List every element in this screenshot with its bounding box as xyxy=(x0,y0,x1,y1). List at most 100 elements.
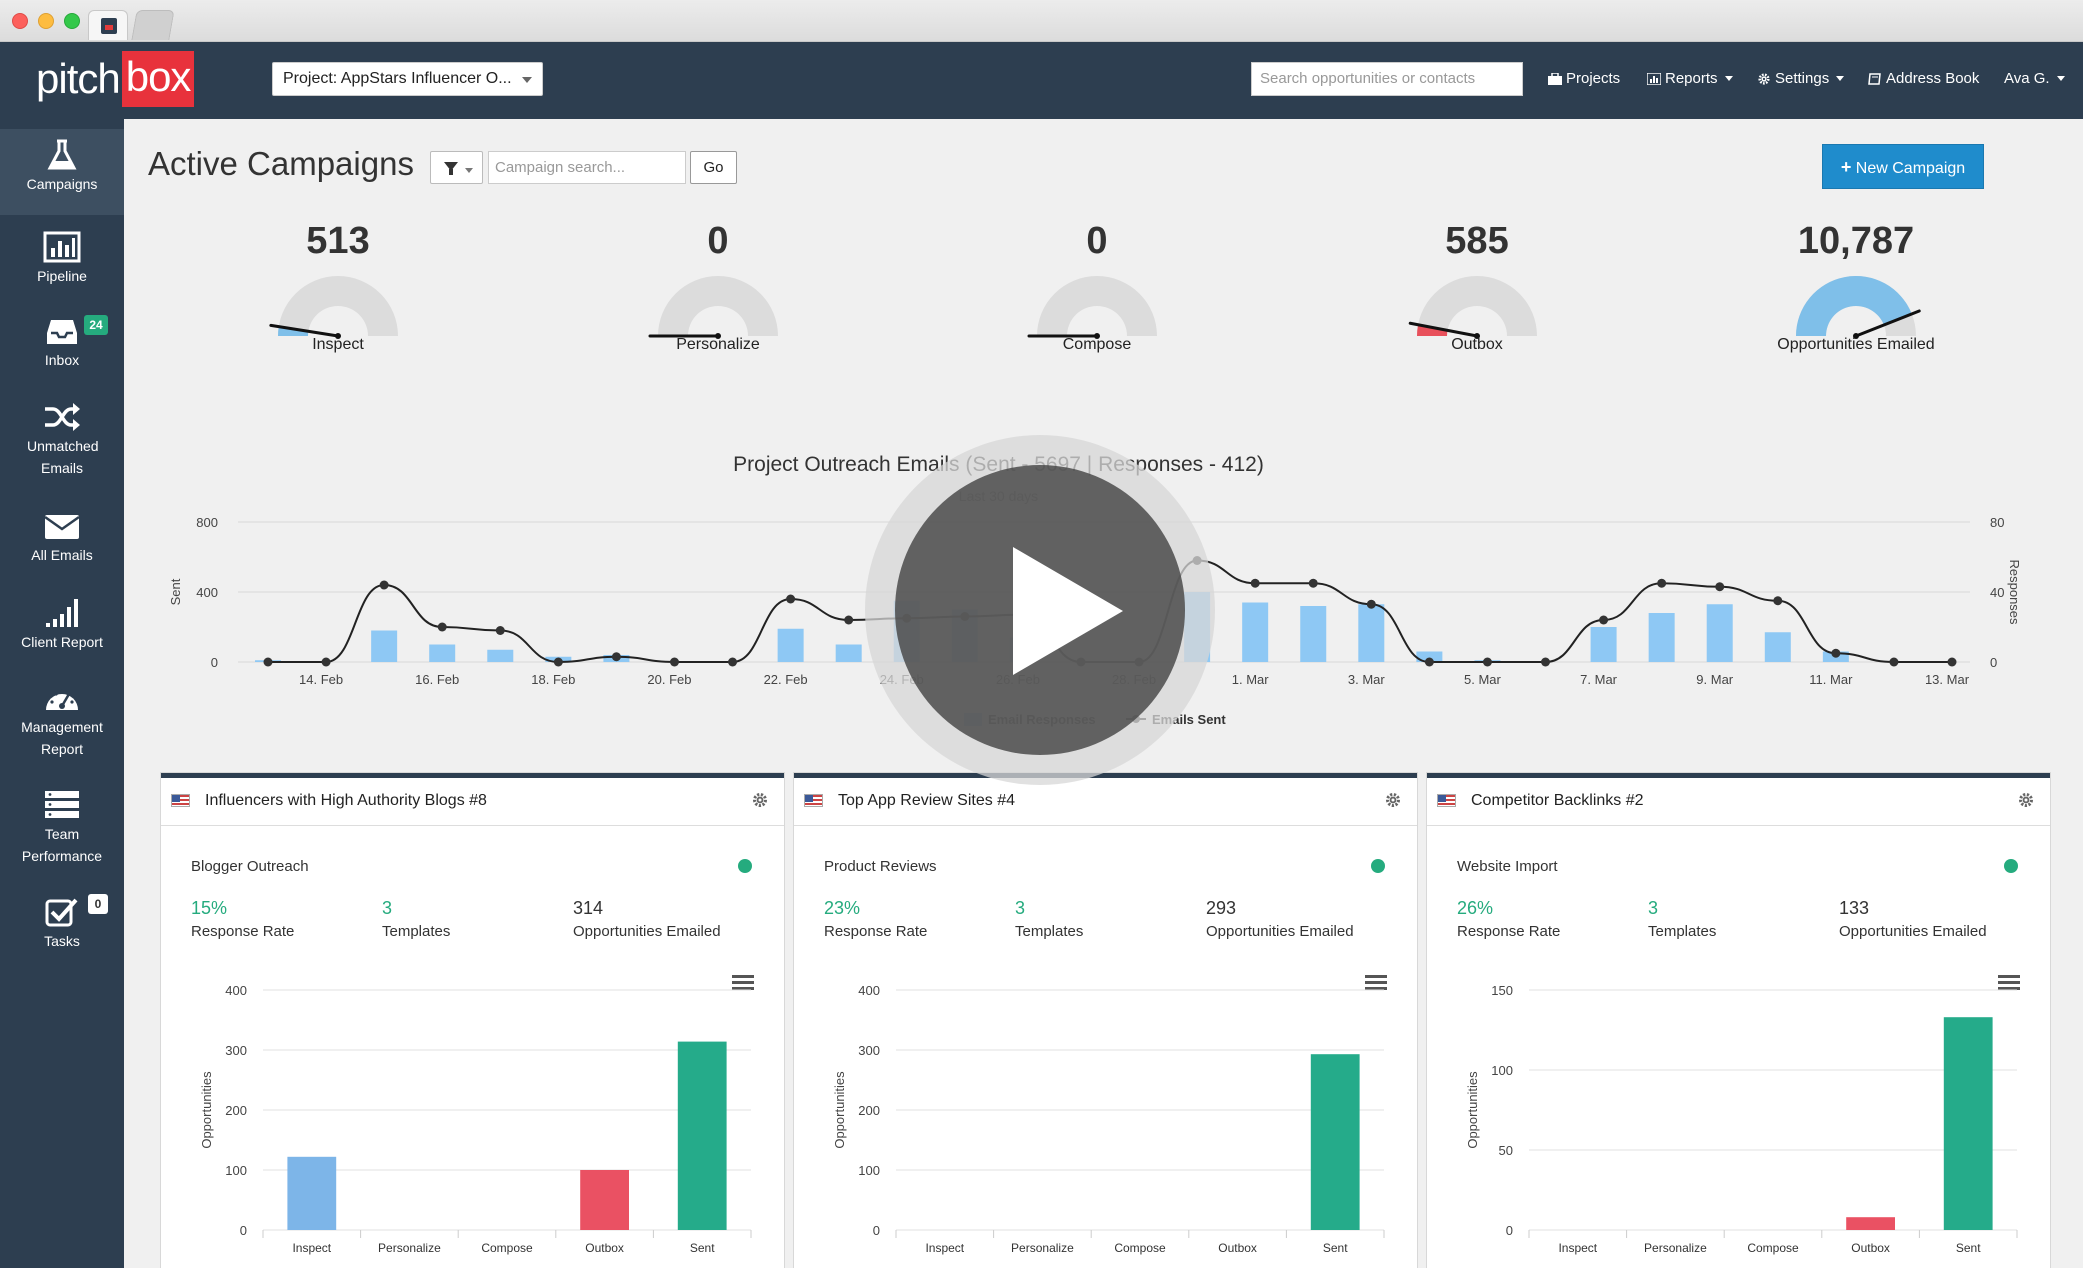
pitchbox-logo[interactable]: pitch box xyxy=(36,51,195,107)
emails-sent-point xyxy=(1599,615,1609,625)
y-tick-label: 0 xyxy=(211,655,218,670)
sidebar-item-all-emails[interactable]: All Emails xyxy=(0,512,124,588)
gauge-personalize[interactable]: 0 Personalize xyxy=(598,220,838,354)
sidebar-item-client-report[interactable]: Client Report xyxy=(0,597,124,673)
maximize-window-button[interactable] xyxy=(64,13,80,29)
new-tab-button[interactable] xyxy=(131,10,175,40)
nav-reports[interactable]: Reports xyxy=(1647,70,1733,87)
global-search-input[interactable]: Search opportunities or contacts xyxy=(1251,62,1523,96)
response-rate-value: 26% xyxy=(1457,898,1494,918)
plus-icon: + xyxy=(1840,157,1852,177)
campaign-title[interactable]: Top App Review Sites #4 xyxy=(838,792,1015,809)
emails-sent-point xyxy=(1250,578,1260,588)
video-play-button[interactable] xyxy=(865,435,1215,785)
emails-sent-point xyxy=(379,580,389,590)
new-campaign-label: New Campaign xyxy=(1855,160,1966,177)
x-tick-label: Personalize xyxy=(1644,1241,1707,1255)
x-tick-label: 22. Feb xyxy=(764,672,808,687)
user-menu[interactable]: Ava G. xyxy=(2004,70,2065,87)
sidebar-item-pipeline[interactable]: Pipeline xyxy=(0,231,124,307)
gauge-inspect[interactable]: 513 Inspect xyxy=(218,220,458,354)
response-bar xyxy=(1242,602,1269,662)
y-axis-label: Opportunities xyxy=(199,1071,214,1149)
chart-menu-icon[interactable] xyxy=(1365,975,1387,991)
y-axis-label: Sent xyxy=(168,578,183,605)
signal-icon xyxy=(46,599,78,627)
top-navbar: pitch box Project: AppStars Influencer O.… xyxy=(0,42,2083,119)
minimize-window-button[interactable] xyxy=(38,13,54,29)
y-tick-label: 200 xyxy=(858,1103,880,1118)
nav-address-book[interactable]: Address Book xyxy=(1868,70,1979,87)
gauge-fill xyxy=(1796,276,1912,336)
sidebar-item-unmatched-emails[interactable]: Unmatched Emails xyxy=(0,401,124,497)
chart-menu-icon[interactable] xyxy=(1998,975,2020,991)
campaign-card[interactable]: Competitor Backlinks #2 Website Import 2… xyxy=(1427,773,2050,1268)
gauge-outbox[interactable]: 585 Outbox xyxy=(1357,220,1597,354)
nav-reports-label: Reports xyxy=(1665,70,1718,87)
nav-settings-label: Settings xyxy=(1775,70,1830,87)
x-tick-label: Inspect xyxy=(292,1241,331,1255)
sidebar-item-inbox[interactable]: Inbox 24 xyxy=(0,315,124,393)
emailed-label: Opportunities Emailed xyxy=(1839,923,1987,940)
campaign-title[interactable]: Influencers with High Authority Blogs #8 xyxy=(205,792,487,809)
sidebar-item-campaigns[interactable]: Campaigns xyxy=(0,129,124,215)
templates-stat[interactable]: 3 Templates xyxy=(1015,898,1083,940)
gauge-value: 585 xyxy=(1445,220,1509,262)
nav-projects[interactable]: Projects xyxy=(1548,70,1620,87)
y2-tick-label: 80 xyxy=(1990,515,2004,530)
gauge-hub xyxy=(715,333,721,339)
gear-icon[interactable] xyxy=(1385,792,1401,808)
nav-settings[interactable]: Settings xyxy=(1757,70,1845,87)
response-bar xyxy=(1416,651,1443,662)
x-tick-label: Compose xyxy=(1747,1241,1799,1255)
gauge-dial xyxy=(1408,276,1537,339)
response-rate-value: 23% xyxy=(824,898,861,918)
y2-axis-label: Responses xyxy=(2007,559,2020,625)
play-icon xyxy=(1013,547,1123,675)
sidebar-item-management-report[interactable]: Management Report xyxy=(0,682,124,778)
emails-sent-point xyxy=(728,657,738,667)
response-rate-label: Response Rate xyxy=(1457,923,1561,940)
new-campaign-button[interactable]: + New Campaign xyxy=(1822,144,1984,189)
campaign-card[interactable]: Top App Review Sites #4 Product Reviews … xyxy=(794,773,1417,1268)
gauge-opportunities-emailed[interactable]: 10,787 Opportunities Emailed xyxy=(1736,220,1976,354)
y-axis-label: Opportunities xyxy=(1465,1071,1480,1149)
logo-text-box: box xyxy=(121,51,195,107)
campaign-stage-chart: 0 100 200 300 400 Opportunities Inspect Persona… xyxy=(199,983,752,1255)
y-tick-label: 800 xyxy=(196,515,218,530)
inbox-icon xyxy=(47,320,77,344)
gear-icon[interactable] xyxy=(752,792,768,808)
campaign-card-header: Influencers with High Authority Blogs #8 xyxy=(161,778,784,826)
campaign-card[interactable]: Influencers with High Authority Blogs #8… xyxy=(161,773,784,1268)
campaign-title[interactable]: Competitor Backlinks #2 xyxy=(1471,792,1644,809)
campaign-search-input[interactable]: Campaign search... xyxy=(488,151,686,184)
close-window-button[interactable] xyxy=(12,13,28,29)
chart-menu-icon[interactable] xyxy=(732,975,754,991)
stage-bar xyxy=(1846,1217,1895,1230)
x-tick-label: Sent xyxy=(1956,1241,1981,1255)
gauge-hub xyxy=(1474,333,1480,339)
sidebar-item-tasks[interactable]: Tasks 0 xyxy=(0,894,124,972)
gear-icon[interactable] xyxy=(2018,792,2034,808)
x-tick-label: Personalize xyxy=(378,1241,441,1255)
x-tick-label: 18. Feb xyxy=(531,672,575,687)
gauge-dial xyxy=(648,276,778,339)
emailed-value: 133 xyxy=(1839,898,1870,918)
browser-tab[interactable] xyxy=(88,10,128,40)
go-button[interactable]: Go xyxy=(690,151,737,184)
status-indicator xyxy=(738,859,752,873)
sidebar-item-label: Tasks xyxy=(44,933,80,949)
response-bar xyxy=(777,628,804,662)
gauge-compose[interactable]: 0 Compose xyxy=(977,220,1217,354)
emails-sent-point xyxy=(1773,596,1783,606)
templates-stat[interactable]: 3 Templates xyxy=(382,898,450,940)
response-bar xyxy=(1648,613,1675,662)
templates-stat[interactable]: 3 Templates xyxy=(1648,898,1716,940)
filter-dropdown-button[interactable] xyxy=(430,151,483,184)
sidebar-item-team-performance[interactable]: Team Performance xyxy=(0,789,124,885)
project-select[interactable]: Project: AppStars Influencer O... xyxy=(272,62,543,96)
filter-icon-stem xyxy=(449,169,453,175)
y2-tick-label: 0 xyxy=(1990,655,1997,670)
envelope-icon xyxy=(44,515,80,539)
x-tick-label: Compose xyxy=(1114,1241,1166,1255)
